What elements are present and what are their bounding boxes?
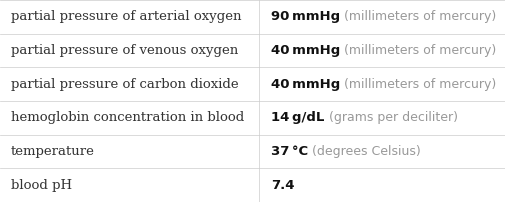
Text: 37 °C: 37 °C xyxy=(271,145,309,158)
Text: 40 mmHg: 40 mmHg xyxy=(271,78,340,91)
Text: (degrees Celsius): (degrees Celsius) xyxy=(309,145,421,158)
Text: 7.4: 7.4 xyxy=(271,179,295,192)
Text: hemoglobin concentration in blood: hemoglobin concentration in blood xyxy=(11,111,244,124)
Text: partial pressure of arterial oxygen: partial pressure of arterial oxygen xyxy=(11,10,241,23)
Text: partial pressure of venous oxygen: partial pressure of venous oxygen xyxy=(11,44,238,57)
Text: (millimeters of mercury): (millimeters of mercury) xyxy=(340,44,497,57)
Text: (millimeters of mercury): (millimeters of mercury) xyxy=(340,10,496,23)
Text: temperature: temperature xyxy=(11,145,95,158)
Text: 90 mmHg: 90 mmHg xyxy=(271,10,340,23)
Text: (millimeters of mercury): (millimeters of mercury) xyxy=(340,78,497,91)
Text: (grams per deciliter): (grams per deciliter) xyxy=(325,111,458,124)
Text: 40 mmHg: 40 mmHg xyxy=(271,44,340,57)
Text: partial pressure of carbon dioxide: partial pressure of carbon dioxide xyxy=(11,78,239,91)
Text: 14 g/dL: 14 g/dL xyxy=(271,111,325,124)
Text: blood pH: blood pH xyxy=(11,179,72,192)
